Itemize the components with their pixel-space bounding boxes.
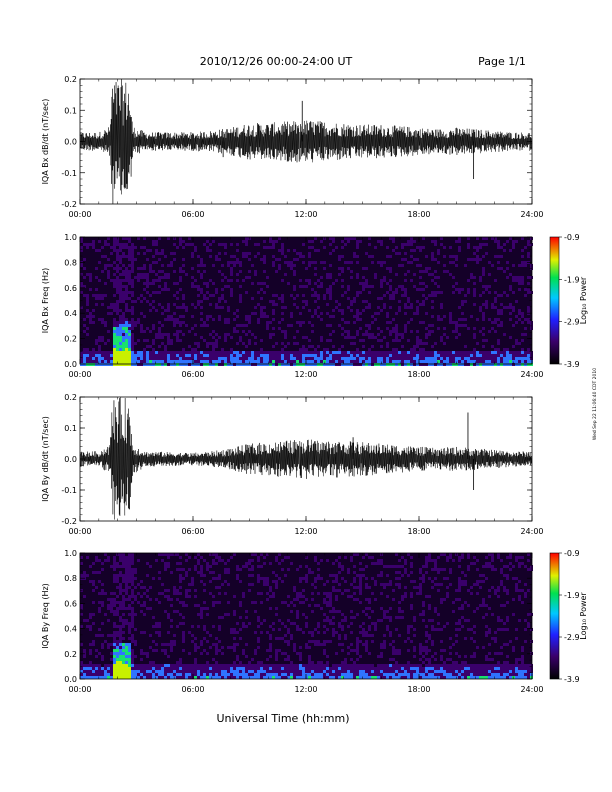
x-tick-label: 18:00 xyxy=(407,685,430,694)
y-tick-label: 0.0 xyxy=(64,138,77,147)
colorbar-tick-label: -2.9 xyxy=(564,318,580,327)
x-tick-label: 12:00 xyxy=(294,370,317,379)
x-tick-label: 00:00 xyxy=(68,685,91,694)
y-tick-label: 0.0 xyxy=(64,455,77,464)
y-tick-label: -0.1 xyxy=(61,169,77,178)
x-tick-label: 06:00 xyxy=(181,685,204,694)
y-tick-label: 0.4 xyxy=(64,625,77,634)
y-axis-label: IQA Bx dB/dt (nT/sec) xyxy=(41,99,50,185)
panel-2: -0.9 -1.9 -2.9 -3.9 Log₁₀ Power 00:00 06:00 12:… xyxy=(41,233,588,379)
panel-3: 00:00 06:00 12:00 18:00 24:00 0.2 0.1 0.0 -0.1 -0… xyxy=(41,393,544,536)
chart-date-range: 2010/12/26 00:00-24:00 UT xyxy=(200,55,353,68)
y-tick-label: 0.4 xyxy=(64,309,77,318)
page-indicator: Page 1/1 xyxy=(478,55,526,68)
colorbar-tick-label: -2.9 xyxy=(564,633,580,642)
y-tick-label: 0.2 xyxy=(64,75,77,84)
y-tick-label: 0.1 xyxy=(64,424,77,433)
y-tick-label: -0.2 xyxy=(61,517,77,526)
y-tick-label: 0.0 xyxy=(64,675,77,684)
colorbar-label: Log₁₀ Power xyxy=(579,592,588,640)
y-tick-label: 0.1 xyxy=(64,106,77,115)
colorbar-tick-label: -1.9 xyxy=(564,275,580,284)
y-tick-label: 0.6 xyxy=(64,284,77,293)
x-tick-label: 06:00 xyxy=(181,370,204,379)
colorbar-label: Log₁₀ Power xyxy=(579,276,588,324)
x-tick-label: 00:00 xyxy=(68,527,91,536)
colorbar xyxy=(549,236,560,365)
colorbar-tick-label: -0.9 xyxy=(564,233,580,242)
x-tick-label: 24:00 xyxy=(520,685,543,694)
panels-group: 00:00 06:00 12:00 18:00 24:00 0.2 0.1 0.0 -0.1 -0… xyxy=(41,75,588,694)
dbdt-trace xyxy=(79,397,533,520)
y-tick-label: 1.0 xyxy=(64,549,77,558)
y-tick-label: 0.2 xyxy=(64,335,77,344)
x-tick-label: 18:00 xyxy=(407,370,430,379)
y-axis-label: IQA By Freq (Hz) xyxy=(41,583,50,649)
y-tick-label: 1.0 xyxy=(64,233,77,242)
x-tick-label: 00:00 xyxy=(68,370,91,379)
x-tick-label: 18:00 xyxy=(407,527,430,536)
y-tick-label: 0.0 xyxy=(64,360,77,369)
x-tick-label: 24:00 xyxy=(520,370,543,379)
colorbar xyxy=(549,552,560,680)
panel-1: 00:00 06:00 12:00 18:00 24:00 0.2 0.1 0.0 -0.1 -0… xyxy=(41,75,544,219)
x-tick-label: 12:00 xyxy=(294,527,317,536)
y-axis-label: IQA Bx Freq (Hz) xyxy=(41,268,50,334)
y-axis-label: IQA By dB/dt (nT/sec) xyxy=(41,416,50,502)
colorbar-tick-label: -3.9 xyxy=(564,360,580,369)
x-tick-label: 24:00 xyxy=(520,527,543,536)
y-tick-label: -0.2 xyxy=(61,200,77,209)
timestamp-stamp: Wed Sep 22 11:06:40 CDT 2010 xyxy=(592,368,598,440)
x-tick-label: 12:00 xyxy=(294,210,317,219)
x-tick-label: 12:00 xyxy=(294,685,317,694)
spectrogram-cells xyxy=(80,553,533,679)
dbdt-trace xyxy=(79,79,533,204)
colorbar-tick-label: -3.9 xyxy=(564,675,580,684)
colorbar-tick-label: -0.9 xyxy=(564,549,580,558)
y-tick-label: 0.2 xyxy=(64,650,77,659)
x-tick-label: 06:00 xyxy=(181,527,204,536)
x-tick-label: 18:00 xyxy=(407,210,430,219)
y-tick-label: -0.1 xyxy=(61,486,77,495)
y-tick-label: 0.8 xyxy=(64,574,77,583)
x-axis-label: Universal Time (hh:mm) xyxy=(217,712,350,725)
panel-4: -0.9 -1.9 -2.9 -3.9 Log₁₀ Power 00:00 06:00 12:… xyxy=(41,549,588,694)
y-tick-label: 0.8 xyxy=(64,258,77,267)
x-tick-label: 24:00 xyxy=(520,210,543,219)
x-tick-label: 00:00 xyxy=(68,210,91,219)
y-tick-label: 0.2 xyxy=(64,393,77,402)
y-tick-label: 0.6 xyxy=(64,599,77,608)
x-tick-label: 06:00 xyxy=(181,210,204,219)
spectrogram-cells xyxy=(80,237,533,366)
colorbar-tick-label: -1.9 xyxy=(564,591,580,600)
